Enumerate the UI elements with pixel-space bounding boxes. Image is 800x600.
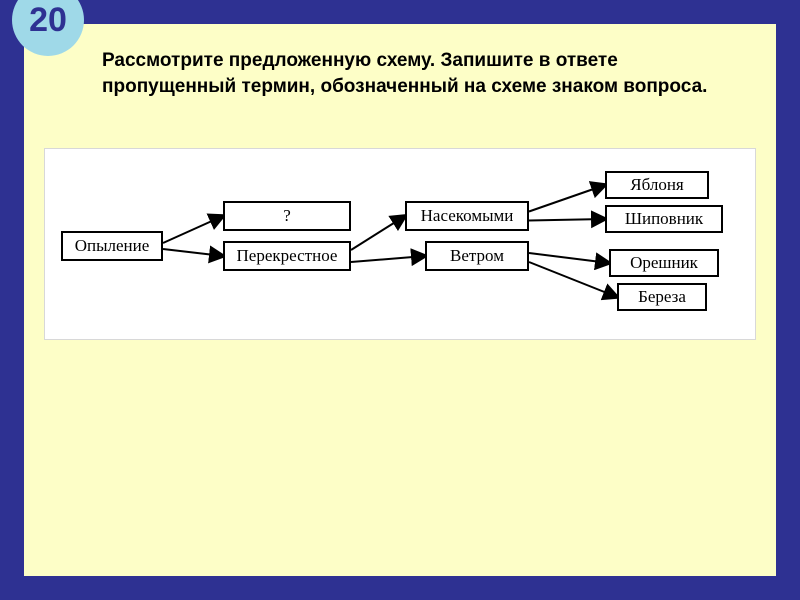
badge-text: 20 (29, 5, 67, 36)
instruction-text: Рассмотрите предложенную схему. Запишите… (102, 48, 736, 99)
diagram-panel: Опыление ? Перекрестное Насекомыми Ветро… (44, 148, 756, 340)
box-root: Опыление (61, 231, 163, 261)
box-apple: Яблоня (605, 171, 709, 199)
box-cross: Перекрестное (223, 241, 351, 271)
box-rosehip: Шиповник (605, 205, 723, 233)
box-birch: Береза (617, 283, 707, 311)
box-wind: Ветром (425, 241, 529, 271)
number-badge: 20 (12, 0, 84, 56)
box-insects: Насекомыми (405, 201, 529, 231)
box-unknown: ? (223, 201, 351, 231)
box-hazel: Орешник (609, 249, 719, 277)
slide-frame: 20 Рассмотрите предложенную схему. Запиш… (0, 0, 800, 600)
